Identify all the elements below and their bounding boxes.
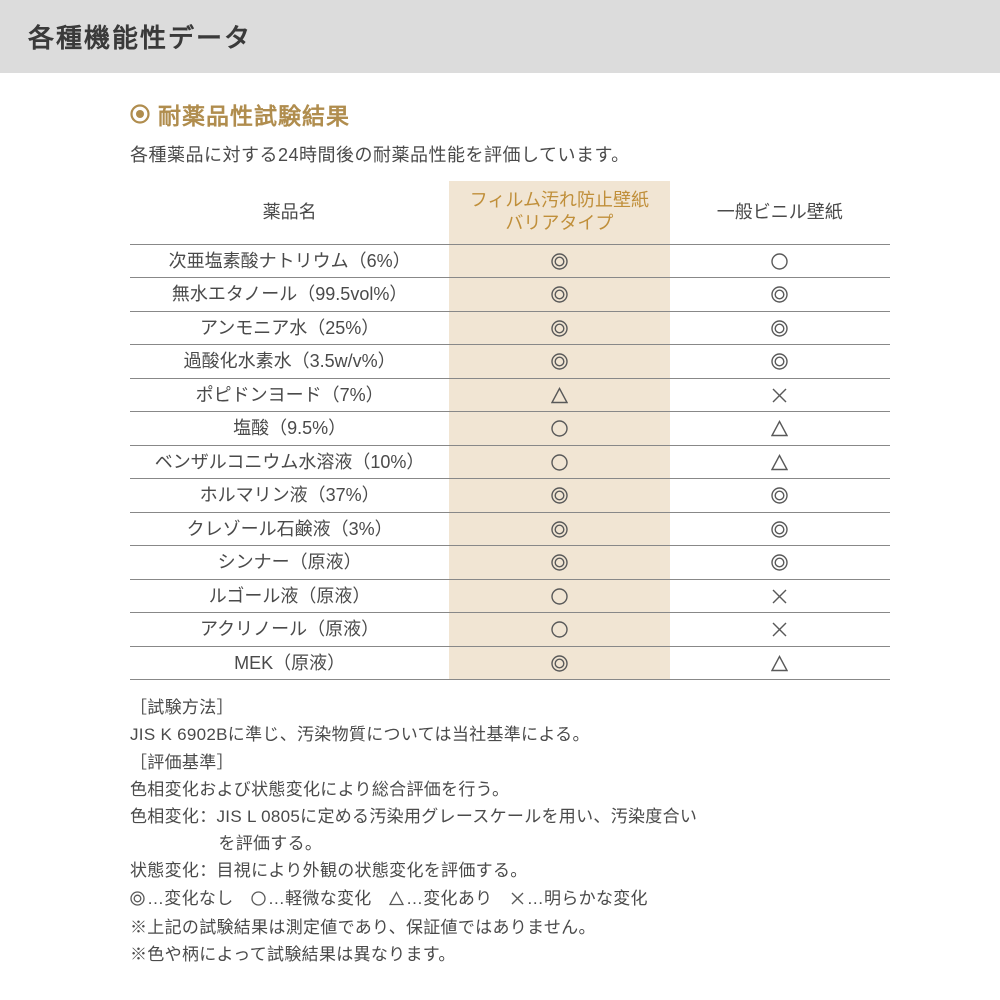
cell-general (670, 378, 890, 412)
cell-film (449, 479, 669, 513)
criteria-text-2a: 色相変化：JIS L 0805に定める汚染用グレースケールを用い、汚染度合い (130, 803, 890, 830)
cell-name: 塩酸（9.5%） (130, 412, 449, 446)
cell-general (670, 345, 890, 379)
col-header-name: 薬品名 (130, 181, 449, 244)
legend-double-text: …変化なし (147, 889, 234, 908)
table-row: 無水エタノール（99.5vol%） (130, 278, 890, 312)
cell-film (449, 613, 669, 647)
notes-block: ［試験方法］ JIS K 6902Bに準じ、汚染物質については当社基準による。 … (130, 694, 890, 968)
cell-name: アンモニア水（25%） (130, 311, 449, 345)
table-row: 次亜塩素酸ナトリウム（6%） (130, 244, 890, 278)
disclaimer-1: ※上記の試験結果は測定値であり、保証値ではありません。 (130, 914, 890, 941)
legend-line: …変化なし …軽微な変化 …変化あり …明らかな変化 (130, 885, 890, 914)
cell-film (449, 546, 669, 580)
cell-film (449, 311, 669, 345)
cell-film (449, 378, 669, 412)
table-row: ホルマリン液（37%） (130, 479, 890, 513)
cell-general (670, 479, 890, 513)
table-row: ベンザルコニウム水溶液（10%） (130, 445, 890, 479)
cell-film (449, 412, 669, 446)
cell-film (449, 646, 669, 680)
page-header: 各種機能性データ (0, 0, 1000, 73)
cell-name: ベンザルコニウム水溶液（10%） (130, 445, 449, 479)
cell-name: 過酸化水素水（3.5w/v%） (130, 345, 449, 379)
table-header-row: 薬品名 フィルム汚れ防止壁紙 バリアタイプ 一般ビニル壁紙 (130, 181, 890, 244)
criteria-text-1: 色相変化および状態変化により総合評価を行う。 (130, 776, 890, 803)
method-label: ［試験方法］ (130, 694, 890, 721)
cell-general (670, 512, 890, 546)
criteria-text-2b: を評価する。 (130, 830, 890, 857)
table-row: ルゴール液（原液） (130, 579, 890, 613)
bullet-icon (130, 104, 150, 124)
table-row: MEK（原液） (130, 646, 890, 680)
legend-single-icon (251, 887, 266, 914)
method-text: JIS K 6902Bに準じ、汚染物質については当社基準による。 (130, 721, 890, 748)
table-row: アクリノール（原液） (130, 613, 890, 647)
cell-general (670, 311, 890, 345)
disclaimer-2: ※色や柄によって試験結果は異なります。 (130, 941, 890, 968)
table-row: 過酸化水素水（3.5w/v%） (130, 345, 890, 379)
cell-general (670, 412, 890, 446)
legend-double-icon (130, 887, 145, 914)
table-row: クレゾール石鹸液（3%） (130, 512, 890, 546)
criteria-label: ［評価基準］ (130, 749, 890, 776)
section-title-row: 耐薬品性試験結果 (130, 97, 890, 131)
cell-name: ポピドンヨード（7%） (130, 378, 449, 412)
cell-film (449, 512, 669, 546)
cell-name: ホルマリン液（37%） (130, 479, 449, 513)
table-row: アンモニア水（25%） (130, 311, 890, 345)
cell-general (670, 546, 890, 580)
legend-cross-icon (510, 887, 525, 914)
cell-general (670, 579, 890, 613)
cell-film (449, 445, 669, 479)
legend-cross-text: …明らかな変化 (527, 889, 648, 908)
legend-triangle-icon (389, 887, 404, 914)
cell-film (449, 345, 669, 379)
legend-triangle-text: …変化あり (406, 889, 493, 908)
cell-film (449, 244, 669, 278)
cell-name: クレゾール石鹸液（3%） (130, 512, 449, 546)
col-header-general: 一般ビニル壁紙 (670, 181, 890, 244)
table-row: 塩酸（9.5%） (130, 412, 890, 446)
table-row: シンナー（原液） (130, 546, 890, 580)
section-subtitle: 各種薬品に対する24時間後の耐薬品性能を評価しています。 (130, 141, 890, 167)
cell-name: MEK（原液） (130, 646, 449, 680)
cell-general (670, 278, 890, 312)
cell-name: 次亜塩素酸ナトリウム（6%） (130, 244, 449, 278)
cell-name: 無水エタノール（99.5vol%） (130, 278, 449, 312)
section-title: 耐薬品性試験結果 (158, 97, 350, 131)
cell-general (670, 646, 890, 680)
cell-name: シンナー（原液） (130, 546, 449, 580)
criteria-text-3: 状態変化：目視により外観の状態変化を評価する。 (130, 857, 890, 884)
table-row: ポピドンヨード（7%） (130, 378, 890, 412)
content-area: 耐薬品性試験結果 各種薬品に対する24時間後の耐薬品性能を評価しています。 薬品… (0, 73, 1000, 968)
cell-film (449, 278, 669, 312)
legend-single-text: …軽微な変化 (268, 889, 372, 908)
col-header-film: フィルム汚れ防止壁紙 バリアタイプ (449, 181, 669, 244)
cell-general (670, 445, 890, 479)
cell-name: ルゴール液（原液） (130, 579, 449, 613)
cell-name: アクリノール（原液） (130, 613, 449, 647)
page-title: 各種機能性データ (28, 23, 252, 53)
cell-general (670, 244, 890, 278)
cell-general (670, 613, 890, 647)
chemical-resistance-table: 薬品名 フィルム汚れ防止壁紙 バリアタイプ 一般ビニル壁紙 次亜塩素酸ナトリウム… (130, 181, 890, 680)
cell-film (449, 579, 669, 613)
